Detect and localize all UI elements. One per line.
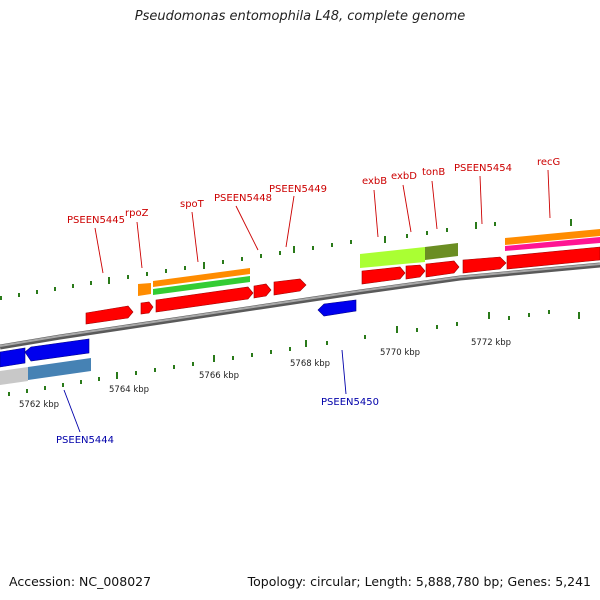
gene-tonB bbox=[425, 260, 460, 278]
forward-tick-row bbox=[0, 219, 572, 300]
label-leaders bbox=[63, 169, 551, 433]
gene-exbB bbox=[361, 266, 406, 285]
tonB-feature-bar bbox=[425, 243, 458, 260]
gene-PSEEN5450 bbox=[317, 299, 357, 317]
axis-tick-label-5762: 5762 kbp bbox=[19, 400, 59, 410]
gene-left-partial bbox=[0, 347, 26, 368]
label-tonB: tonB bbox=[422, 167, 445, 178]
axis-tick-label-5764: 5764 kbp bbox=[109, 385, 149, 395]
label-PSEEN5454: PSEEN5454 bbox=[454, 163, 512, 174]
accession-text: Accession: NC_008027 bbox=[9, 574, 152, 589]
label-PSEEN5444: PSEEN5444 bbox=[56, 435, 114, 446]
gene-PSEEN5448 bbox=[253, 283, 272, 299]
label-PSEEN5448: PSEEN5448 bbox=[214, 193, 272, 204]
genome-backbone bbox=[0, 262, 600, 350]
forward-genes bbox=[85, 246, 600, 325]
map-title: Pseudomonas entomophila L48, complete ge… bbox=[134, 9, 466, 24]
recG-feature-bar-orange bbox=[505, 229, 600, 245]
label-PSEEN5450: PSEEN5450 bbox=[321, 397, 379, 408]
reverse-feature-tracks bbox=[0, 358, 91, 385]
axis-tick-labels: 5762 kbp 5764 kbp 5766 kbp 5768 kbp 5770… bbox=[19, 338, 511, 410]
gene-rpoZ bbox=[140, 301, 154, 315]
label-spoT: spoT bbox=[180, 199, 205, 210]
gene-PSEEN5454 bbox=[462, 256, 507, 274]
gene-exbD bbox=[405, 264, 426, 280]
forward-gene-labels: PSEEN5445 rpoZ spoT PSEEN5448 PSEEN5449 … bbox=[67, 157, 560, 226]
reverse-gene-labels: PSEEN5450 PSEEN5444 bbox=[56, 397, 379, 446]
exbB-feature-bar bbox=[360, 247, 425, 268]
axis-tick-label-5770: 5770 kbp bbox=[380, 348, 420, 358]
label-PSEEN5445: PSEEN5445 bbox=[67, 215, 125, 226]
label-PSEEN5449: PSEEN5449 bbox=[269, 184, 327, 195]
recG-feature-bar-pink bbox=[505, 237, 600, 251]
gene-PSEEN5449 bbox=[273, 278, 307, 296]
rpoZ-feature-bar bbox=[138, 283, 151, 296]
gene-spoT bbox=[155, 286, 254, 313]
label-exbD: exbD bbox=[391, 171, 417, 182]
axis-tick-label-5768: 5768 kbp bbox=[290, 359, 330, 369]
forward-feature-tracks bbox=[138, 229, 600, 296]
axis-tick-label-5772: 5772 kbp bbox=[471, 338, 511, 348]
PSEEN5444-feature-bar bbox=[28, 358, 91, 380]
reverse-tick-row bbox=[8, 310, 580, 396]
spoT-feature-bar-orange bbox=[153, 268, 250, 287]
axis-tick-label-5766: 5766 kbp bbox=[199, 371, 239, 381]
label-recG: recG bbox=[537, 157, 560, 168]
reverse-genes bbox=[0, 299, 357, 368]
label-rpoZ: rpoZ bbox=[125, 208, 149, 219]
gene-PSEEN5444 bbox=[24, 338, 90, 362]
left-partial-feature-bar bbox=[0, 367, 28, 385]
gene-recG bbox=[506, 246, 600, 270]
label-exbB: exbB bbox=[362, 176, 387, 187]
gene-PSEEN5445 bbox=[85, 305, 134, 325]
spoT-feature-bar-green bbox=[153, 276, 250, 295]
genome-summary-text: Topology: circular; Length: 5,888,780 bp… bbox=[247, 574, 591, 589]
